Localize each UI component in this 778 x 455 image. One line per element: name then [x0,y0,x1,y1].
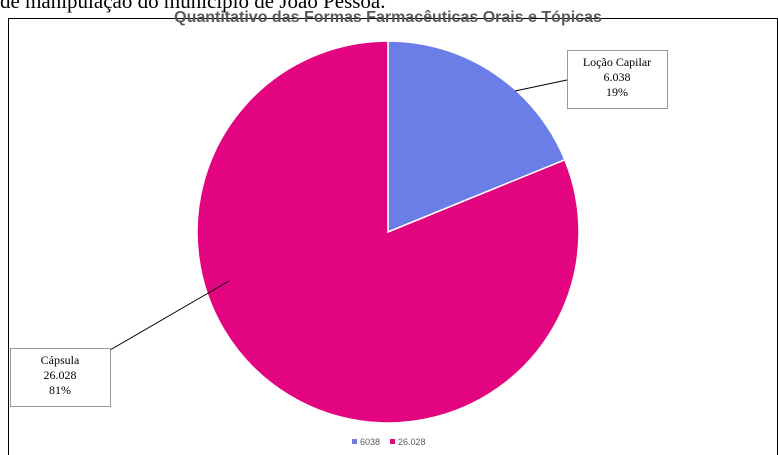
leader-line [109,280,230,351]
pie-slice [196,40,580,424]
pie [196,40,580,424]
context-text: de manipulação do município de João Pess… [0,0,386,13]
leader-line [514,79,568,92]
label-box [10,348,111,407]
legend: 6038 26.028 [352,437,426,447]
label-box [567,50,668,109]
legend-label: 26.028 [398,437,426,447]
value-label: 26.028 [44,368,77,382]
pie-slice [387,40,566,234]
category-label: Loção Capilar [583,55,651,69]
percent-label: 81% [49,383,71,397]
legend-label: 6038 [360,437,380,447]
percent-label: 19% [606,85,628,99]
legend-swatch [390,439,396,444]
legend-swatch [352,439,357,444]
value-label: 6.038 [604,70,631,84]
category-label: Cápsula [41,353,80,367]
chart-title: Quantitativo das Formas Farmacêuticas Or… [174,9,602,26]
